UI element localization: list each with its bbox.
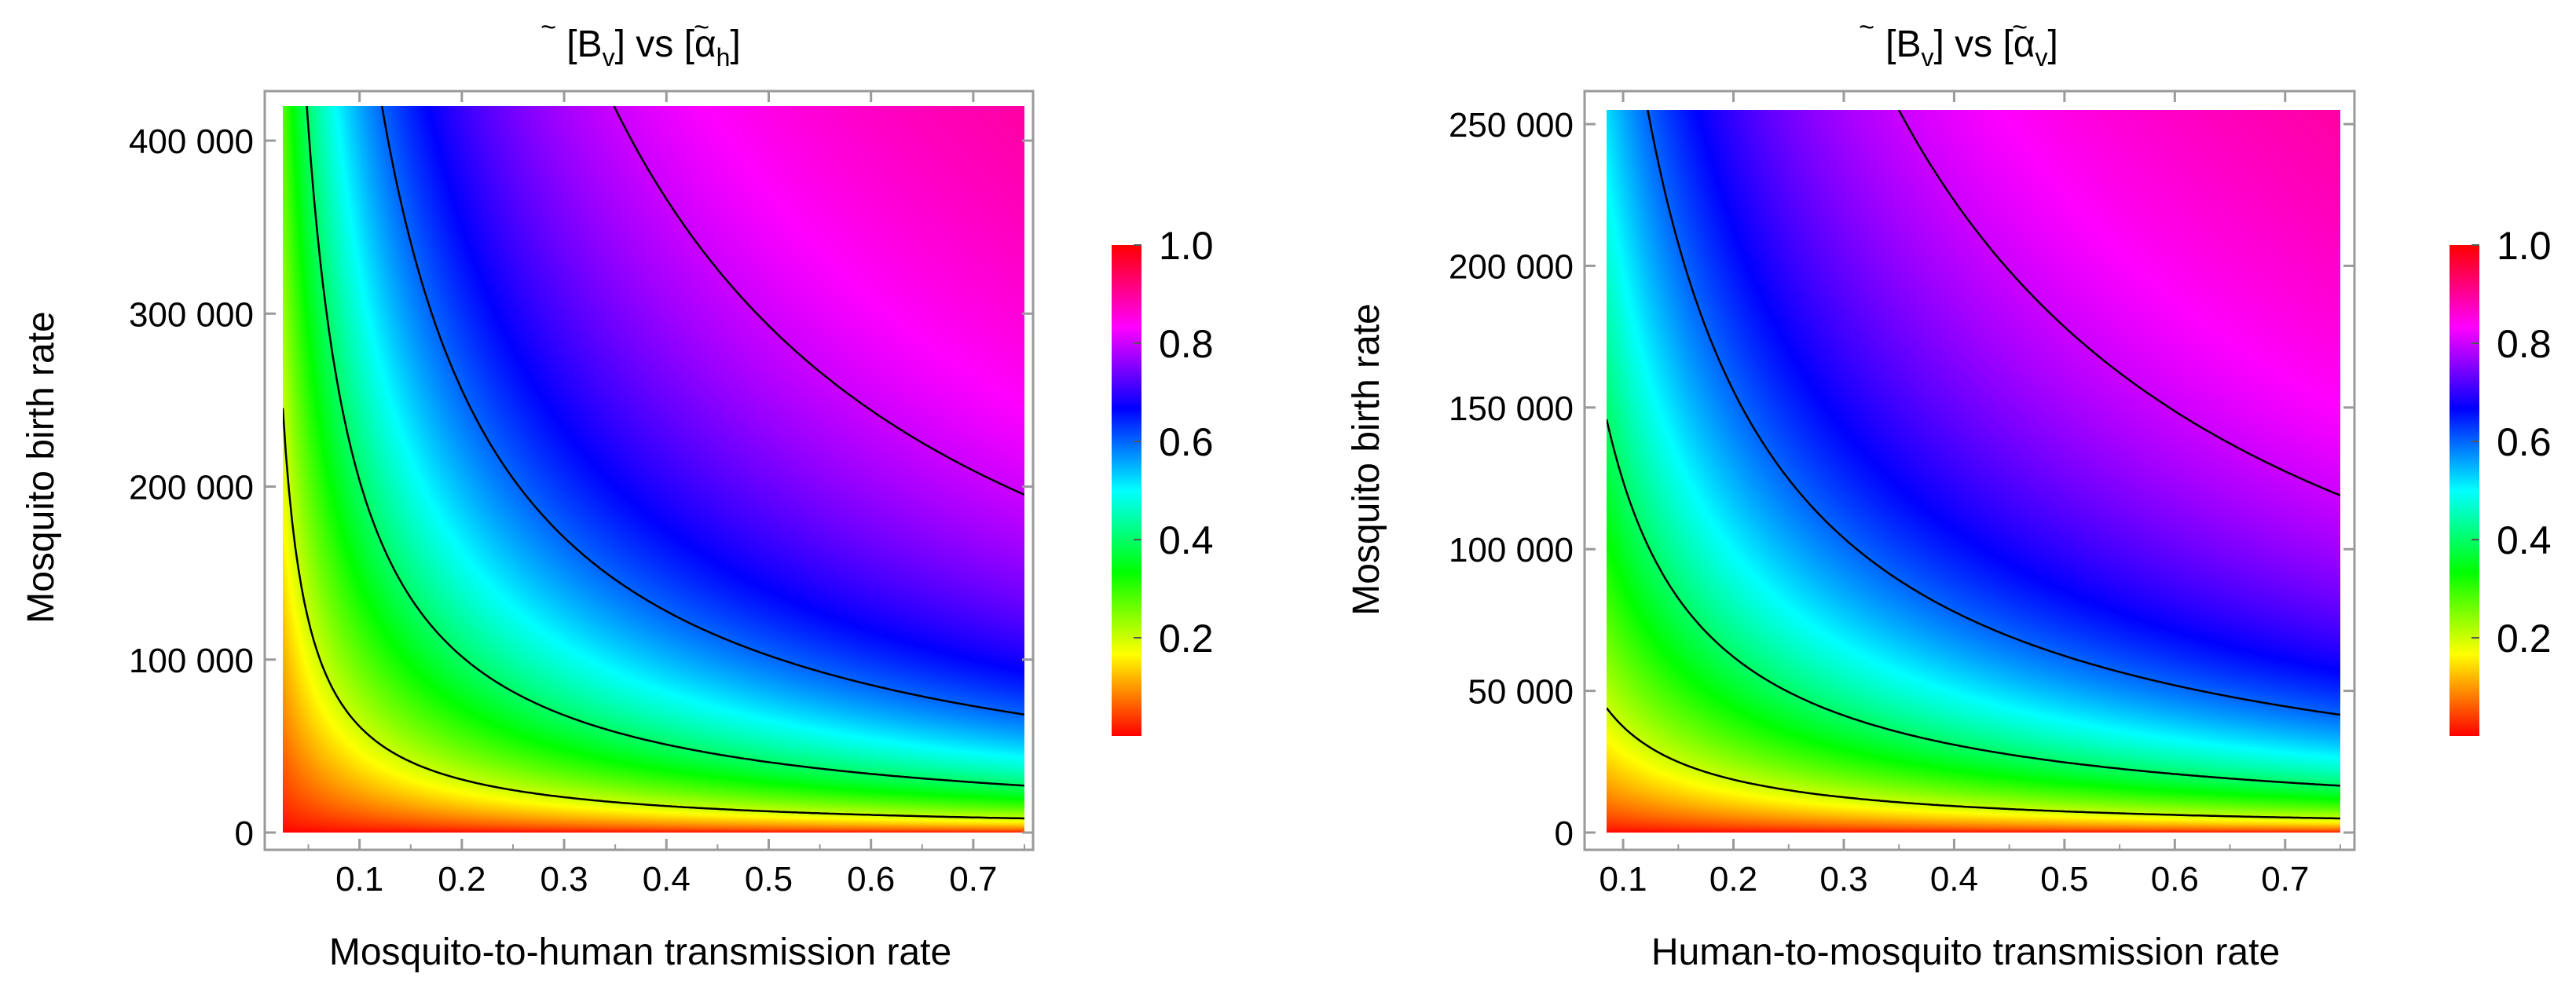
y-tick-label: 250 000	[1449, 106, 1574, 145]
y-tick-label: 150 000	[1449, 390, 1574, 428]
title-tilde-b-2: ~	[1859, 13, 1874, 42]
heatmap-canvas-group-2	[1607, 110, 2340, 833]
plot-frame-2	[1583, 90, 2356, 851]
colorbar-1: 0.2 0.4 0.6 0.8 1.0	[1112, 224, 1214, 736]
x-tick-label: 0.5	[745, 860, 793, 899]
y-axis-title-2: Mosquito birth rate	[1346, 303, 1387, 616]
x-axis-title-1: Mosquito-to-human transmission rate	[329, 932, 951, 973]
y-tick-label: 50 000	[1468, 673, 1574, 712]
contour-line	[380, 106, 1024, 716]
contour-lines-1	[283, 106, 1024, 820]
x-axis-ticks-1: 0.1 0.2 0.3 0.4 0.5 0.6 0.7	[307, 91, 1025, 899]
x-tick-label: 0.7	[949, 860, 997, 899]
x-tick-label: 0.1	[335, 860, 383, 899]
plot-frame-1	[263, 90, 1035, 851]
x-tick-label: 0.6	[847, 860, 895, 899]
y-tick-label: 100 000	[1449, 531, 1574, 569]
y-axis-ticks-1: 0 100 000 200 000 300 000 400 000	[129, 123, 1033, 853]
colorbar-tick-label: 0.4	[1159, 518, 1214, 562]
y-tick-label: 300 000	[129, 295, 254, 334]
contour-line	[1607, 419, 2340, 787]
x-tick-label: 0.7	[2261, 860, 2309, 899]
y-axis-ticks-2: 0 50 000 100 000 150 000 200 000 250 000	[1449, 106, 2354, 853]
colorbar-tick-label: 0.4	[2497, 518, 2552, 562]
y-tick-label: 0	[235, 814, 254, 853]
colorbar-tick-label: 0.8	[2497, 322, 2552, 366]
heatmap-canvas-group-1	[283, 106, 1024, 833]
colorbar-ticks-2: 0.2 0.4 0.6 0.8 1.0	[2472, 224, 2552, 661]
heatmap-panel-1: [Bv] vs [αh] ~ ~ 0.1 0.2 0.3 0.4 0.5 0.6 0.7 0…	[20, 13, 1214, 973]
x-tick-label: 0.2	[1709, 860, 1757, 899]
plot-title-1: [Bv] vs [αh]	[566, 24, 741, 71]
contour-line	[613, 106, 1024, 496]
x-tick-label: 0.3	[540, 860, 588, 899]
colorbar-tick-label: 1.0	[2497, 224, 2552, 268]
y-axis-title-1: Mosquito birth rate	[20, 311, 62, 624]
x-tick-label: 0.4	[1930, 860, 1978, 899]
x-tick-label: 0.5	[2040, 860, 2088, 899]
contour-lines-2	[1607, 110, 2340, 820]
title-tilde-a-2: ~	[2012, 13, 2028, 42]
contour-line	[306, 106, 1024, 787]
contour-line	[1897, 110, 2340, 496]
heatmap-image-1	[283, 106, 1024, 833]
y-tick-label: 200 000	[129, 469, 254, 507]
heatmap-panel-2: [Bv] vs [αv] ~ ~ 0.1 0.2 0.3 0.4 0.5 0.6 0.7 0…	[1346, 13, 2552, 973]
contour-line	[283, 408, 1024, 820]
y-tick-label: 100 000	[129, 642, 254, 680]
heatmap-image-2	[1607, 110, 2340, 833]
x-axis-title-2: Human-to-mosquito transmission rate	[1651, 932, 2280, 973]
x-axis-ticks-2: 0.1 0.2 0.3 0.4 0.5 0.6 0.7	[1599, 91, 2341, 899]
title-tilde-b-1: ~	[540, 13, 556, 42]
y-tick-label: 400 000	[129, 123, 254, 161]
colorbar-tick-label: 0.2	[1159, 617, 1214, 661]
colorbar-gradient-1	[1112, 245, 1141, 736]
colorbar-tick-label: 0.8	[1159, 322, 1214, 366]
y-tick-label: 200 000	[1449, 247, 1574, 286]
colorbar-2: 0.2 0.4 0.6 0.8 1.0	[2450, 224, 2552, 736]
colorbar-tick-label: 0.6	[2497, 420, 2552, 464]
colorbar-tick-label: 1.0	[1159, 224, 1214, 268]
x-tick-label: 0.2	[438, 860, 486, 899]
x-tick-label: 0.4	[643, 860, 691, 899]
plot-title-2: [Bv] vs [αv]	[1885, 24, 2058, 71]
contour-line	[1607, 707, 2340, 820]
x-tick-label: 0.1	[1599, 860, 1647, 899]
colorbar-ticks-1: 0.2 0.4 0.6 0.8 1.0	[1134, 224, 1214, 661]
y-tick-label: 0	[1555, 814, 1574, 853]
title-tilde-a-1: ~	[694, 13, 709, 42]
contour-line	[1647, 110, 2340, 716]
colorbar-tick-label: 0.6	[1159, 420, 1214, 464]
colorbar-gradient-2	[2450, 245, 2479, 736]
colorbar-tick-label: 0.2	[2497, 617, 2552, 661]
x-tick-label: 0.3	[1819, 860, 1867, 899]
x-tick-label: 0.6	[2151, 860, 2199, 899]
